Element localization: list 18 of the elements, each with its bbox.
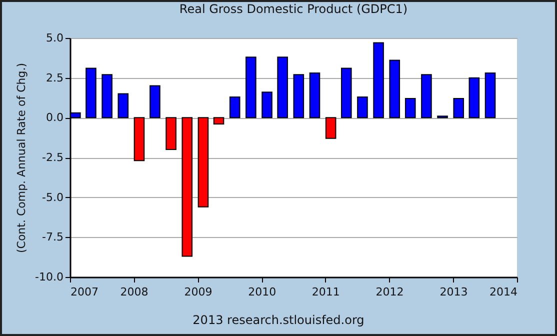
x-tick-label: 2010: [248, 286, 276, 298]
x-tick-label: 2012: [376, 286, 404, 298]
y-tick-label: -7.5: [42, 230, 64, 244]
y-tick-label: -2.5: [42, 151, 64, 164]
y-axis-title: (Cont. Comp. Annual Rate of Chg.): [15, 62, 28, 254]
y-tick-label: 0.0: [46, 111, 64, 124]
chart-title: Real Gross Domestic Product (GDPC1): [179, 2, 408, 16]
y-tick-label: 5.0: [46, 32, 64, 44]
x-tick-label: 2011: [312, 286, 340, 298]
text: 2013 research.stlouisfed.org: [192, 313, 366, 327]
x-tick-label: 2008: [120, 286, 148, 298]
y-tick-label: -10.0: [35, 270, 64, 284]
x-tick-label: 2009: [184, 286, 212, 298]
y-tick-label: 2.5: [46, 71, 64, 84]
x-tick-label: 2013: [440, 286, 468, 298]
x-tick-label: 2007: [70, 286, 98, 298]
y-tick-label: -5.0: [42, 190, 64, 204]
x-tick-label: 2014: [490, 286, 518, 298]
